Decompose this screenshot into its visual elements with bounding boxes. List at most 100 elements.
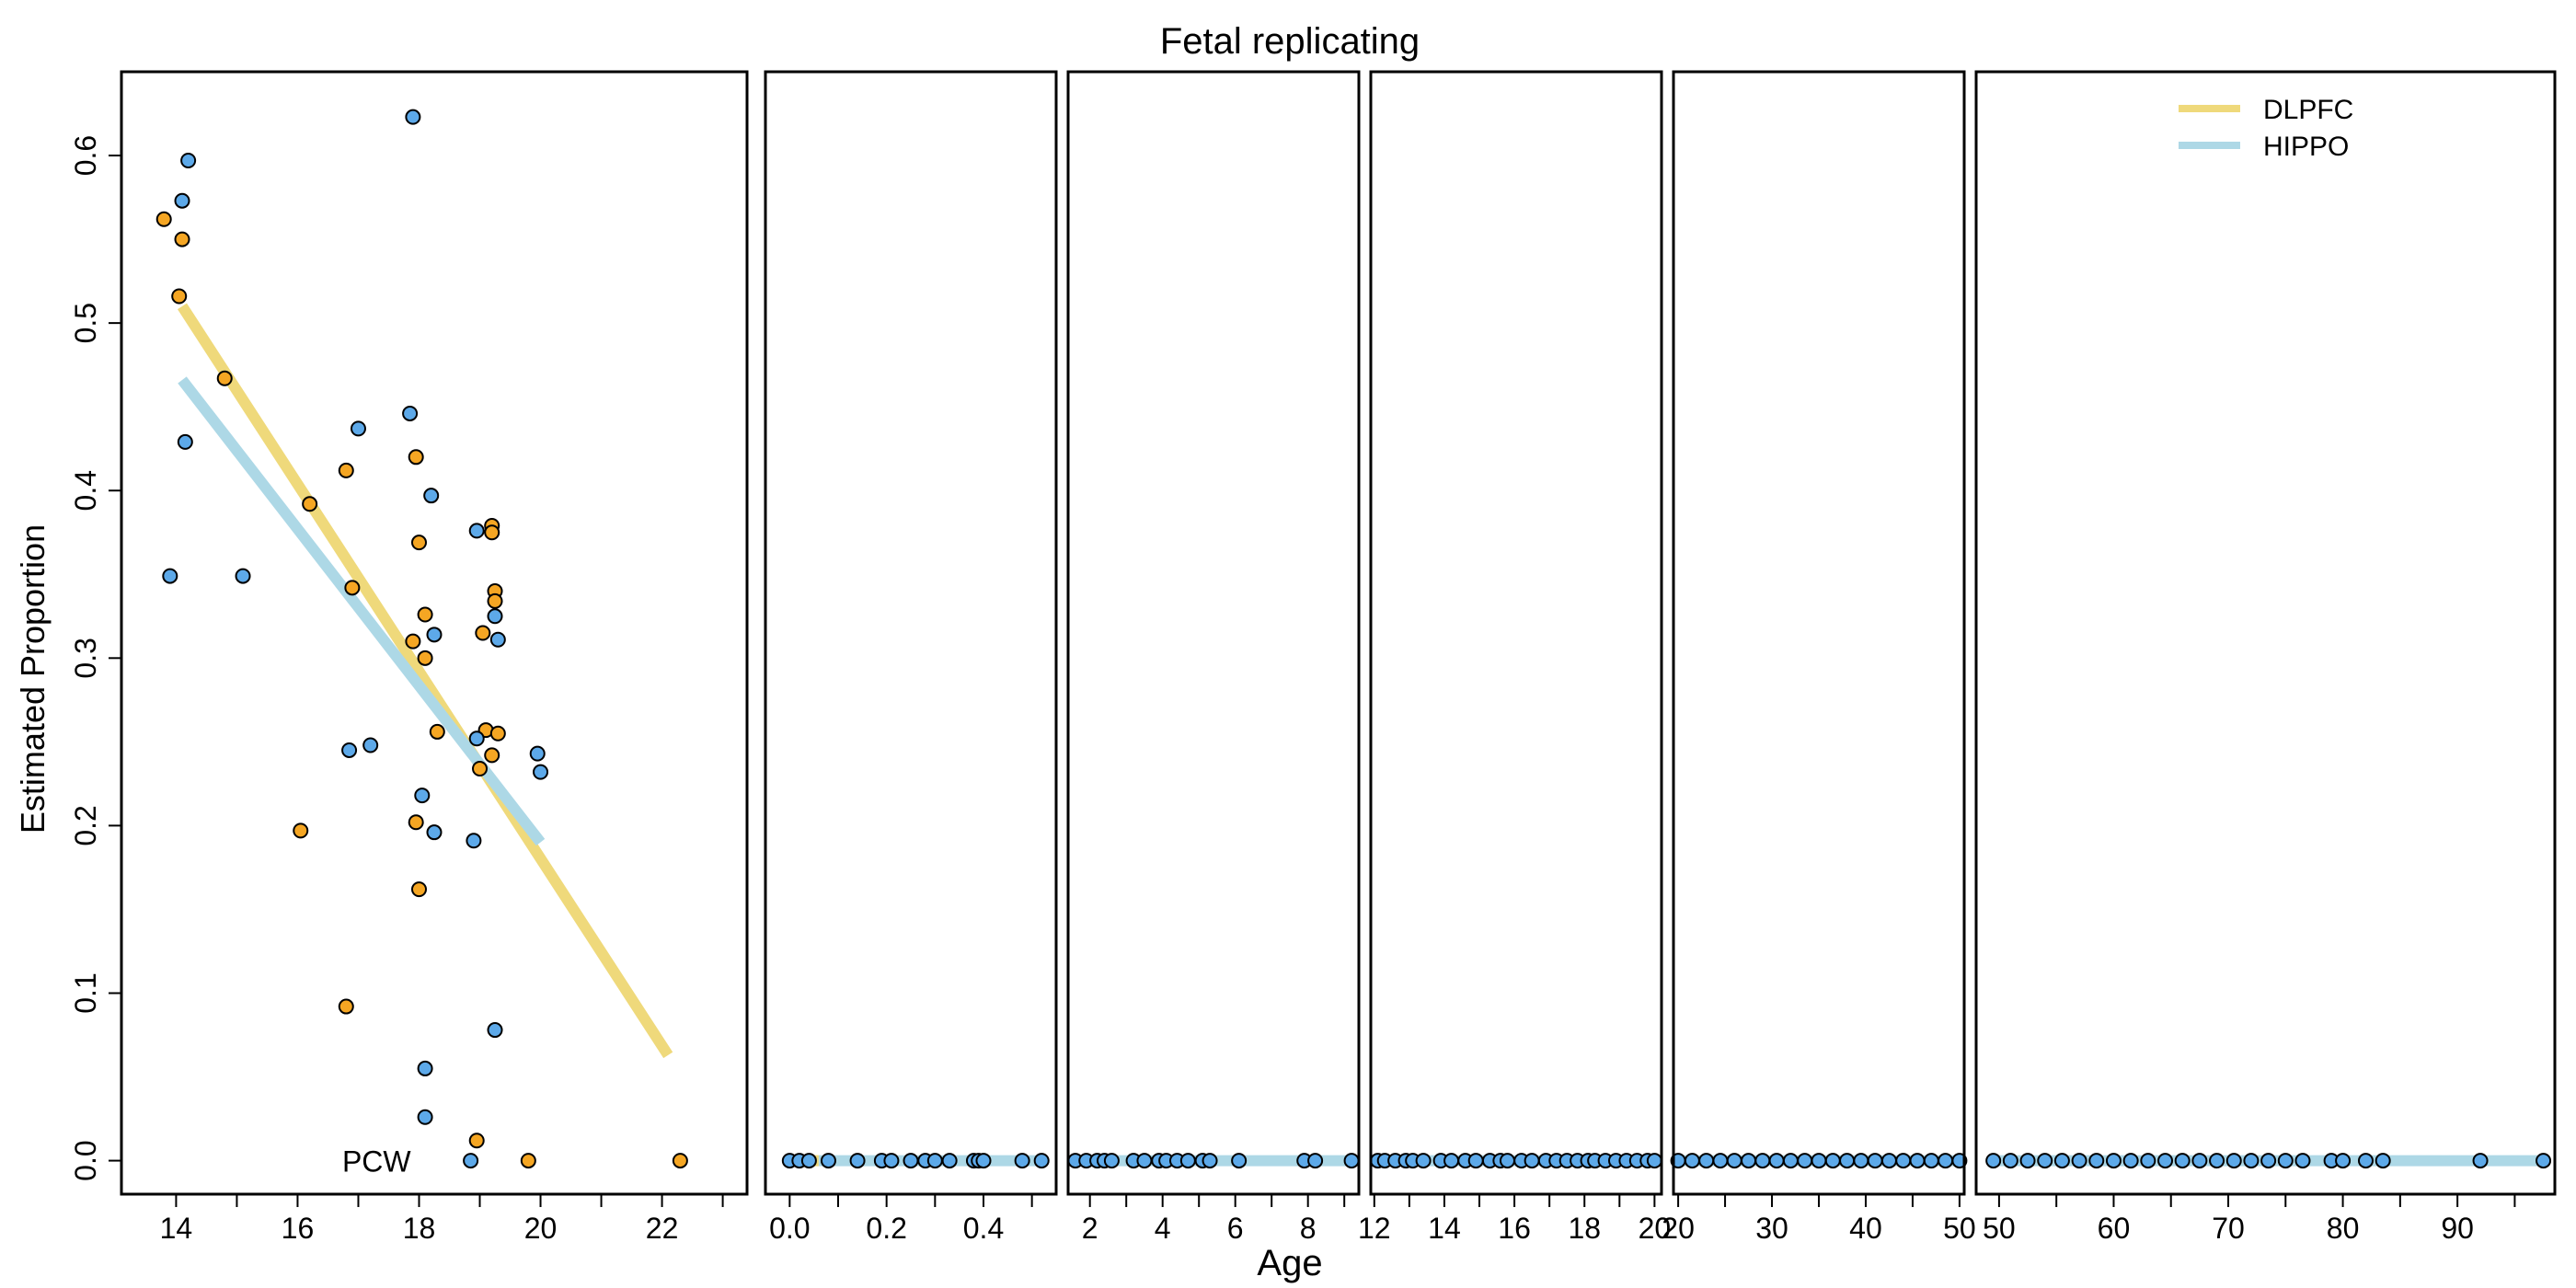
panel-4: 12 14 16 18 20 (1358, 70, 1671, 1245)
data-point-hippo (1014, 1153, 1030, 1169)
data-point-hippo (2174, 1153, 2191, 1169)
data-point-hippo (2472, 1153, 2489, 1169)
data-point-dlpfc (472, 760, 489, 776)
x-tick-label: 14 (1428, 1212, 1461, 1245)
x-tick-label: 0.0 (769, 1212, 810, 1245)
y-tick-label: 0.4 (69, 470, 102, 511)
data-point-hippo (487, 608, 503, 625)
x-tick-label: 70 (2212, 1212, 2245, 1245)
y-tick-label: 0.5 (69, 303, 102, 343)
data-point-hippo (1909, 1153, 1926, 1169)
data-point-hippo (180, 153, 197, 169)
data-point-hippo (2053, 1153, 2070, 1169)
data-point-dlpfc (408, 449, 424, 466)
data-point-hippo (341, 742, 358, 758)
data-point-hippo (1307, 1153, 1324, 1169)
data-point-dlpfc (417, 606, 433, 623)
data-point-hippo (1136, 1153, 1153, 1169)
y-tick-label: 0.0 (69, 1140, 102, 1180)
data-point-dlpfc (171, 288, 188, 305)
data-point-dlpfc (338, 462, 354, 478)
data-point-hippo (1179, 1153, 1196, 1169)
data-point-hippo (417, 1109, 433, 1125)
data-point-hippo (1741, 1153, 1757, 1169)
x-tick-label: 60 (2098, 1212, 2131, 1245)
data-point-hippo (487, 1022, 503, 1039)
data-point-hippo (489, 631, 506, 648)
x-tick-label: 20 (1662, 1212, 1695, 1245)
data-point-hippo (362, 737, 379, 753)
x-tick-label: 18 (403, 1212, 436, 1245)
data-point-hippo (2294, 1153, 2311, 1169)
panel-5: 20 30 40 50 (1662, 70, 1976, 1245)
data-point-dlpfc (417, 650, 433, 666)
data-point-dlpfc (487, 592, 503, 609)
x-tick-label: 16 (282, 1212, 315, 1245)
data-point-hippo (235, 568, 251, 584)
x-tick-label: 8 (1300, 1212, 1317, 1245)
data-point-hippo (903, 1153, 919, 1169)
x-tick-label: 14 (160, 1212, 193, 1245)
data-point-hippo (1867, 1153, 1883, 1169)
data-point-hippo (2157, 1153, 2174, 1169)
data-point-hippo (1712, 1153, 1729, 1169)
data-point-hippo (405, 109, 421, 125)
panel-annotation: PCW (342, 1145, 411, 1179)
panel-frame (1369, 70, 1663, 1196)
data-point-hippo (177, 433, 193, 450)
x-tick-label: 4 (1155, 1212, 1171, 1245)
data-point-hippo (1698, 1153, 1715, 1169)
legend-label-dlpfc: DLPFC (2263, 95, 2353, 125)
fit-line-dlpfc (177, 303, 673, 1059)
data-point-hippo (2191, 1153, 2208, 1169)
data-point-hippo (1202, 1153, 1218, 1169)
data-point-hippo (1231, 1153, 1248, 1169)
panel-frame (1672, 70, 1966, 1196)
data-point-hippo (849, 1153, 866, 1169)
chart-title: Fetal replicating (1160, 21, 1420, 62)
panel-6: 50 60 70 80 90 (1974, 70, 2557, 1245)
data-point-dlpfc (344, 580, 361, 596)
data-point-hippo (1754, 1153, 1771, 1169)
data-point-dlpfc (484, 524, 500, 541)
data-point-dlpfc (484, 747, 500, 764)
x-axis-label: Age (1257, 1243, 1322, 1283)
panel-2: 0.0 0.2 0.4 (764, 70, 1058, 1245)
x-tick-label: 80 (2327, 1212, 2360, 1245)
data-point-hippo (1895, 1153, 1912, 1169)
x-tick-label: 12 (1358, 1212, 1391, 1245)
y-axis-label: Estimated Proportion (14, 524, 52, 834)
data-point-hippo (529, 745, 546, 762)
data-point-dlpfc (302, 496, 318, 512)
data-point-dlpfc (405, 633, 421, 650)
panel-frame (120, 70, 749, 1196)
data-point-hippo (975, 1153, 992, 1169)
panels-group: 0.0 0.1 0.2 0.3 0.4 0.5 0.6 14 16 18 20 22 PCW 0.0 0.2… (69, 70, 2557, 1245)
data-point-dlpfc (475, 625, 491, 641)
data-point-hippo (2209, 1153, 2225, 1169)
data-point-hippo (2140, 1153, 2156, 1169)
data-point-hippo (533, 764, 549, 780)
data-point-hippo (2375, 1153, 2391, 1169)
data-point-hippo (426, 824, 443, 841)
data-point-dlpfc (293, 822, 309, 839)
data-point-dlpfc (174, 231, 190, 247)
data-point-dlpfc (338, 998, 354, 1015)
data-point-hippo (468, 523, 485, 539)
data-point-hippo (1880, 1153, 1897, 1169)
x-tick-label: 0.2 (866, 1212, 906, 1245)
data-point-dlpfc (489, 725, 506, 742)
data-point-hippo (2225, 1153, 2242, 1169)
panel-1: 14 16 18 20 22 PCW (120, 70, 749, 1245)
x-tick-label: 90 (2441, 1212, 2474, 1245)
data-point-hippo (1415, 1153, 1432, 1169)
data-point-dlpfc (468, 1133, 485, 1149)
y-tick-label: 0.1 (69, 972, 102, 1013)
data-point-hippo (941, 1153, 958, 1169)
panel-frame (1066, 70, 1361, 1196)
data-point-hippo (417, 1060, 433, 1076)
data-point-hippo (1524, 1153, 1540, 1169)
panel-frame (764, 70, 1058, 1196)
data-point-hippo (2277, 1153, 2294, 1169)
